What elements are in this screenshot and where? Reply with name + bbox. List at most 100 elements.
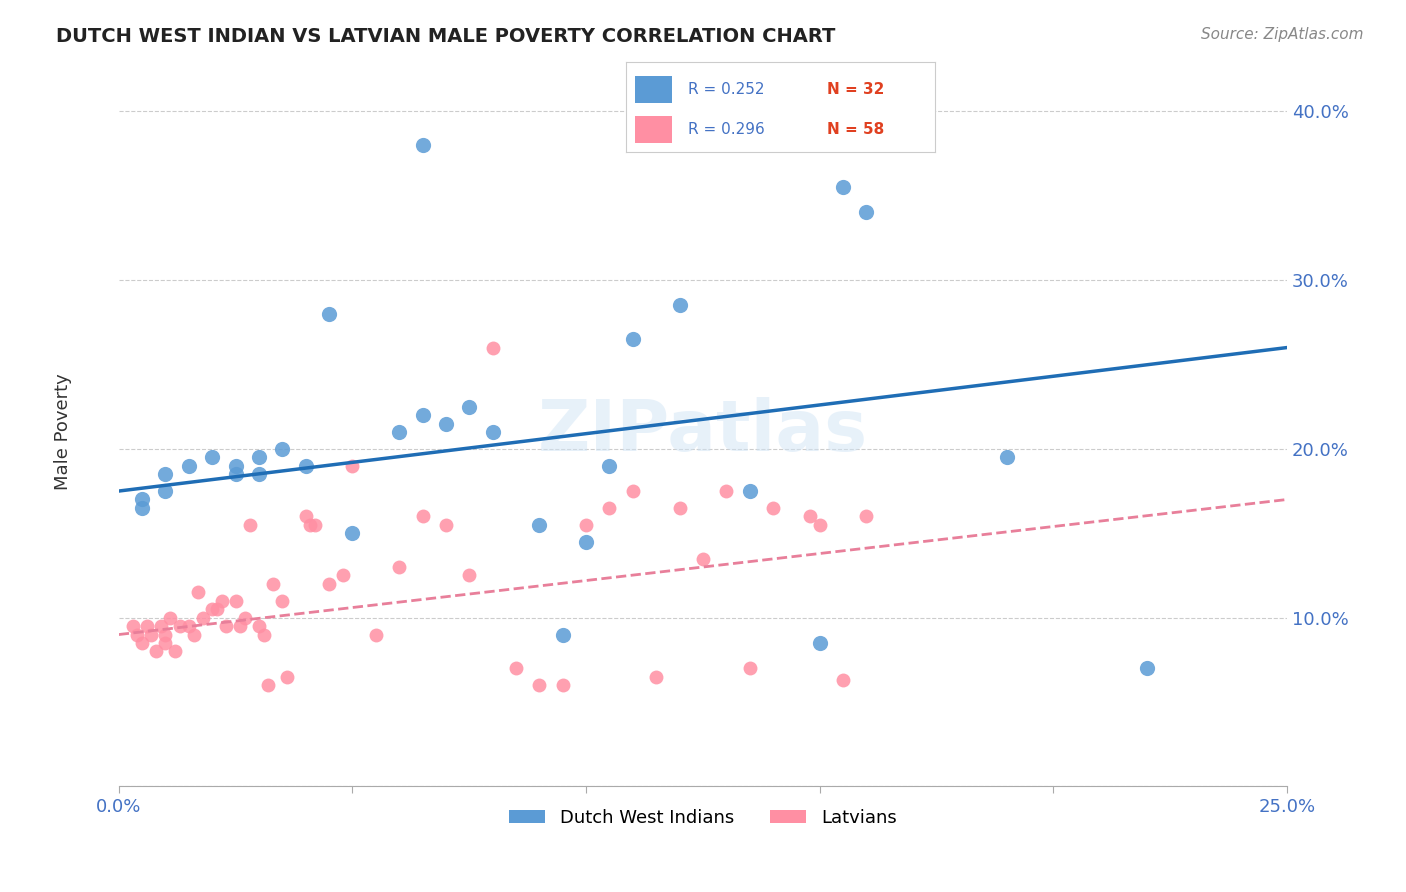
Point — [808, 636, 831, 650]
Point — [738, 484, 761, 499]
Point — [799, 509, 821, 524]
Point — [225, 467, 247, 482]
Point — [215, 619, 238, 633]
Point — [294, 509, 316, 524]
Point — [131, 492, 153, 507]
Point — [738, 661, 761, 675]
Point — [145, 644, 167, 658]
Point — [598, 458, 620, 473]
Point — [832, 673, 855, 687]
Point — [239, 517, 262, 532]
Point — [177, 619, 200, 633]
Point — [1136, 661, 1159, 675]
Point — [155, 636, 177, 650]
Point — [121, 619, 143, 633]
Point — [247, 619, 270, 633]
Point — [668, 298, 690, 312]
Point — [177, 458, 200, 473]
Text: ZIPatlas: ZIPatlas — [538, 398, 868, 467]
Point — [342, 526, 364, 541]
Point — [233, 610, 256, 624]
Point — [271, 594, 294, 608]
Point — [575, 534, 598, 549]
Point — [318, 307, 340, 321]
Point — [211, 594, 233, 608]
Point — [191, 610, 214, 624]
Point — [762, 500, 785, 515]
Point — [434, 417, 457, 431]
Point — [127, 627, 149, 641]
Point — [155, 627, 177, 641]
Point — [141, 627, 163, 641]
Point — [225, 458, 247, 473]
Point — [412, 509, 434, 524]
Point — [271, 442, 294, 456]
Point — [332, 568, 354, 582]
Point — [155, 467, 177, 482]
Text: N = 58: N = 58 — [827, 122, 884, 136]
Point — [163, 644, 186, 658]
FancyBboxPatch shape — [636, 76, 672, 103]
Point — [342, 458, 364, 473]
Text: DUTCH WEST INDIAN VS LATVIAN MALE POVERTY CORRELATION CHART: DUTCH WEST INDIAN VS LATVIAN MALE POVERT… — [56, 27, 835, 45]
Point — [201, 602, 224, 616]
Point — [645, 670, 668, 684]
Point — [183, 627, 205, 641]
Point — [832, 180, 855, 194]
Point — [225, 594, 247, 608]
Point — [388, 425, 411, 439]
Point — [808, 517, 831, 532]
Point — [412, 138, 434, 153]
Point — [253, 627, 276, 641]
Point — [247, 467, 270, 482]
Point — [481, 341, 503, 355]
Point — [155, 484, 177, 499]
Point — [187, 585, 209, 599]
Point — [135, 619, 157, 633]
Point — [364, 627, 387, 641]
Point — [412, 408, 434, 422]
Point — [257, 678, 280, 692]
Point — [692, 551, 714, 566]
Point — [716, 484, 738, 499]
Text: Source: ZipAtlas.com: Source: ZipAtlas.com — [1201, 27, 1364, 42]
Text: R = 0.252: R = 0.252 — [688, 82, 763, 96]
Point — [458, 400, 481, 414]
Point — [621, 484, 644, 499]
Point — [598, 500, 620, 515]
Point — [575, 517, 598, 532]
Text: R = 0.296: R = 0.296 — [688, 122, 765, 136]
Point — [262, 577, 284, 591]
Legend: Dutch West Indians, Latvians: Dutch West Indians, Latvians — [502, 802, 904, 834]
Point — [855, 205, 877, 219]
Point — [529, 517, 551, 532]
Text: N = 32: N = 32 — [827, 82, 884, 96]
Point — [529, 678, 551, 692]
Point — [388, 560, 411, 574]
Point — [201, 450, 224, 465]
Point — [299, 517, 322, 532]
FancyBboxPatch shape — [636, 116, 672, 143]
Point — [294, 458, 316, 473]
Point — [551, 627, 574, 641]
Point — [668, 500, 690, 515]
Point — [159, 610, 181, 624]
Point — [131, 636, 153, 650]
Point — [855, 509, 877, 524]
Point — [247, 450, 270, 465]
Point — [995, 450, 1018, 465]
Point — [318, 577, 340, 591]
Point — [505, 661, 527, 675]
Point — [149, 619, 172, 633]
Point — [205, 602, 228, 616]
Point — [551, 678, 574, 692]
Y-axis label: Male Poverty: Male Poverty — [53, 374, 72, 491]
Point — [229, 619, 252, 633]
Point — [434, 517, 457, 532]
Point — [458, 568, 481, 582]
Point — [304, 517, 326, 532]
Point — [169, 619, 191, 633]
Point — [131, 500, 153, 515]
Point — [621, 332, 644, 346]
Point — [276, 670, 298, 684]
